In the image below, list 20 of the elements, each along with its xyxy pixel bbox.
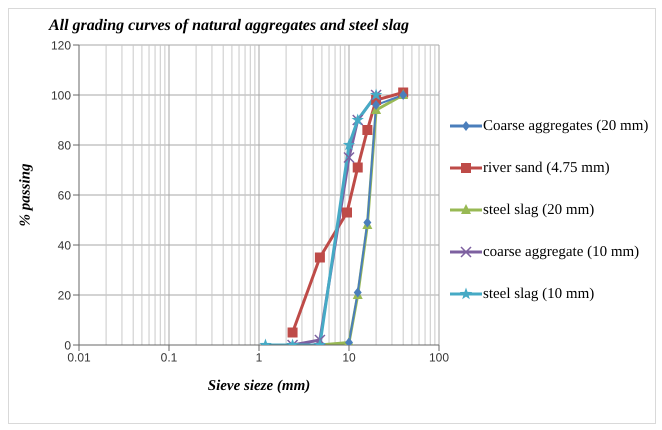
x-tick-label: 100 xyxy=(428,350,450,365)
legend-label: coarse aggregate (10 mm) xyxy=(483,243,640,262)
y-tick-label: 60 xyxy=(58,188,72,202)
y-tick-label: 40 xyxy=(58,238,72,252)
legend-label: river sand (4.75 mm) xyxy=(483,159,610,178)
y-tick-label: 20 xyxy=(58,288,72,302)
x-tick-label: 1 xyxy=(256,350,263,365)
x-axis-title: Sieve sieze (mm) xyxy=(208,378,310,394)
y-tick-label: 80 xyxy=(58,138,72,152)
legend-label: steel slag (20 mm) xyxy=(483,201,594,220)
chart-title: All grading curves of natural aggregates and steel slag xyxy=(47,16,410,35)
y-axis-title: % passing xyxy=(17,163,34,226)
y-tick-label: 120 xyxy=(50,38,72,52)
x-tick-label: 0.1 xyxy=(160,350,178,365)
legend-label: steel slag (10 mm) xyxy=(483,285,594,304)
legend-label: Coarse aggregates (20 mm) xyxy=(483,117,648,136)
y-tick-label: 0 xyxy=(64,338,72,352)
y-tick-label: 100 xyxy=(50,88,72,102)
x-tick-label: 10 xyxy=(342,350,356,365)
x-tick-label: 0.01 xyxy=(67,350,91,365)
